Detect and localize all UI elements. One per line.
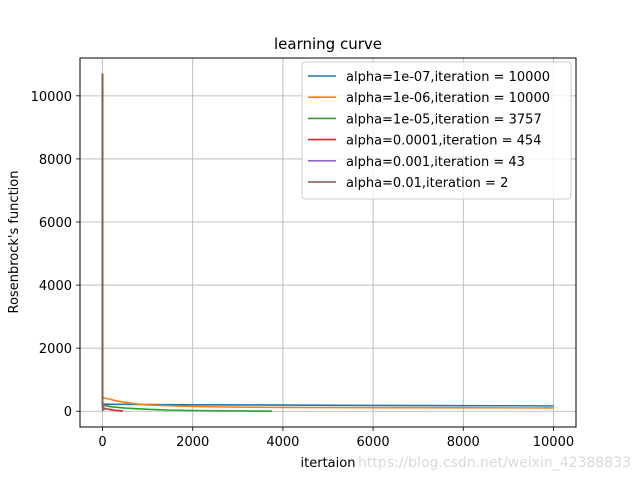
series-lines (101, 73, 554, 412)
x-tick-label-5: 10000 (533, 435, 574, 450)
watermark-text: https://blog.csdn.net/weixin_42388833 (358, 455, 631, 471)
x-tick-label-2: 4000 (266, 435, 299, 450)
chart-title: learning curve (274, 35, 382, 53)
x-tick-label-1: 2000 (176, 435, 209, 450)
x-tick-label-4: 8000 (447, 435, 480, 450)
legend-label-2: alpha=1e-05,iteration = 3757 (346, 112, 542, 127)
x-tick-label-3: 6000 (357, 435, 390, 450)
plot-frame (79, 57, 577, 428)
legend-label-1: alpha=1e-06,iteration = 10000 (346, 91, 550, 106)
y-tick-label-3: 6000 (39, 216, 72, 231)
y-tick-label-5: 10000 (31, 90, 72, 105)
y-axis-ticks: 0 2000 4000 6000 8000 10000 (31, 90, 80, 420)
legend: alpha=1e-07,iteration = 10000 alpha=1e-06… (301, 61, 572, 200)
x-tick-label-0: 0 (98, 435, 106, 450)
y-tick-label-1: 2000 (39, 342, 72, 357)
series-line-1 (101, 73, 554, 409)
legend-box (301, 61, 572, 200)
y-tick-label-0: 0 (64, 405, 72, 420)
legend-label-5: alpha=0.01,iteration = 2 (346, 176, 508, 191)
legend-label-3: alpha=0.0001,iteration = 454 (346, 134, 541, 149)
legend-label-4: alpha=0.001,iteration = 43 (346, 155, 525, 170)
x-axis-ticks: 0 2000 4000 6000 8000 10000 (98, 427, 574, 450)
legend-label-0: alpha=1e-07,iteration = 10000 (346, 70, 550, 85)
y-tick-label-4: 8000 (39, 153, 72, 168)
y-axis-label: Rosenbrock's function (7, 171, 22, 314)
x-axis-label: itertaion (301, 456, 356, 471)
series-line-2 (101, 73, 272, 412)
y-tick-label-2: 4000 (39, 279, 72, 294)
